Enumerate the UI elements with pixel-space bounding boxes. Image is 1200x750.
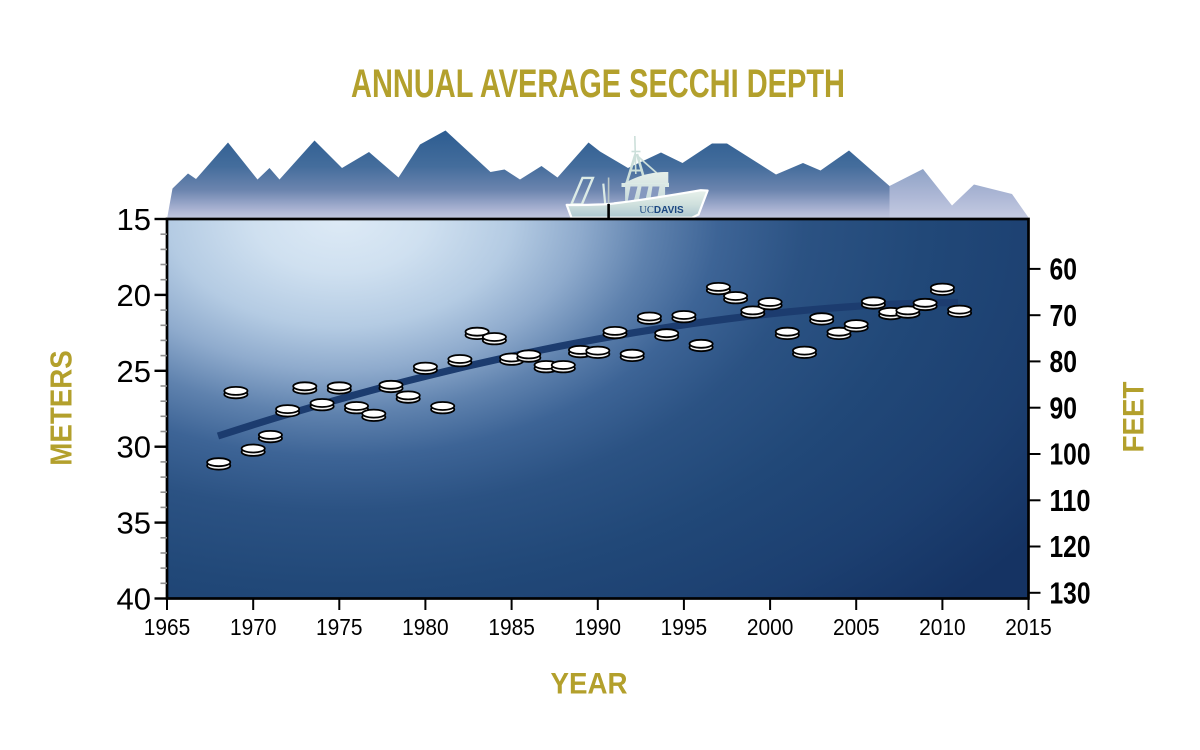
svg-text:2000: 2000: [747, 614, 794, 640]
svg-text:1995: 1995: [661, 614, 708, 640]
svg-text:ANNUAL AVERAGE SECCHI DEPTH: ANNUAL AVERAGE SECCHI DEPTH: [351, 62, 845, 106]
svg-text:130: 130: [1050, 576, 1091, 611]
svg-text:90: 90: [1050, 390, 1078, 425]
svg-text:1965: 1965: [144, 614, 191, 640]
svg-text:100: 100: [1050, 437, 1091, 472]
svg-text:25: 25: [117, 354, 151, 389]
svg-text:METERS: METERS: [44, 350, 79, 466]
svg-text:1980: 1980: [402, 614, 449, 640]
svg-text:2005: 2005: [833, 614, 880, 640]
svg-text:1970: 1970: [230, 614, 277, 640]
svg-text:2010: 2010: [919, 614, 966, 640]
svg-text:15: 15: [117, 202, 151, 237]
svg-text:60: 60: [1050, 252, 1078, 287]
svg-text:1990: 1990: [575, 614, 622, 640]
svg-text:1985: 1985: [488, 614, 535, 640]
svg-text:30: 30: [117, 430, 151, 465]
svg-text:110: 110: [1050, 483, 1091, 518]
svg-text:20: 20: [117, 278, 151, 313]
svg-text:40: 40: [117, 582, 151, 617]
svg-text:1975: 1975: [316, 614, 363, 640]
svg-text:120: 120: [1050, 529, 1091, 564]
svg-text:35: 35: [117, 506, 151, 541]
svg-text:70: 70: [1050, 298, 1078, 333]
svg-text:FEET: FEET: [1118, 382, 1151, 453]
svg-text:UCDAVIS: UCDAVIS: [639, 205, 684, 216]
svg-text:YEAR: YEAR: [551, 667, 628, 700]
svg-text:80: 80: [1050, 344, 1078, 379]
svg-text:2015: 2015: [1005, 614, 1052, 640]
